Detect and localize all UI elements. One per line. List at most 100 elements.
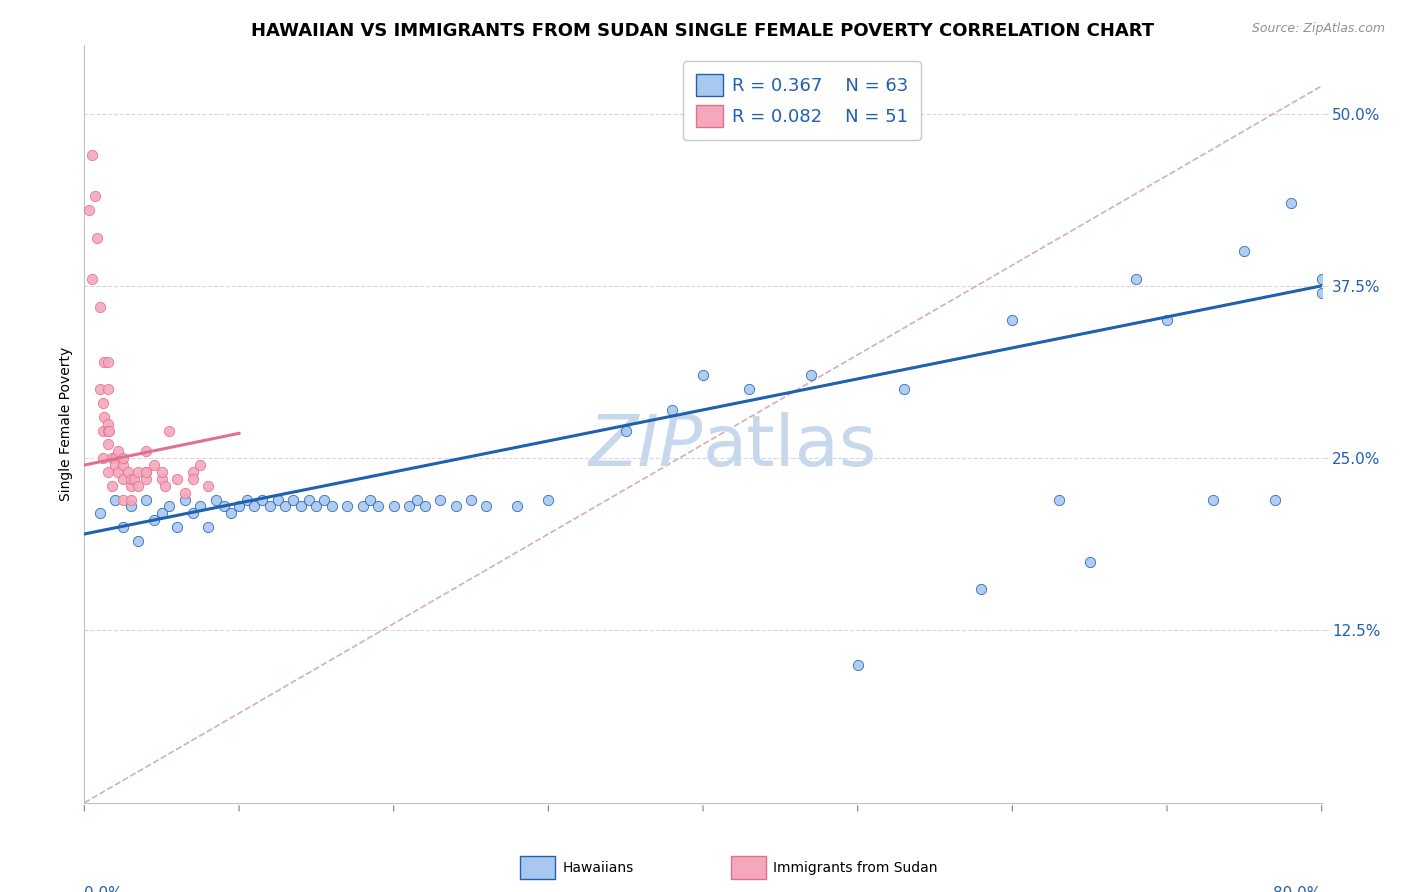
- Point: [120, 472, 142, 486]
- Point: [86, 230, 108, 244]
- Point: [1078, 555, 1101, 569]
- Point: [893, 382, 915, 396]
- Point: [93, 354, 115, 368]
- Point: [127, 465, 149, 479]
- Point: [614, 424, 637, 438]
- Point: [112, 492, 135, 507]
- Point: [98, 424, 121, 438]
- Point: [112, 472, 135, 486]
- Point: [197, 479, 219, 493]
- Point: [84, 189, 107, 203]
- Point: [150, 506, 173, 520]
- Point: [174, 492, 197, 507]
- Point: [96, 417, 118, 431]
- Point: [212, 500, 235, 514]
- Text: HAWAIIAN VS IMMIGRANTS FROM SUDAN SINGLE FEMALE POVERTY CORRELATION CHART: HAWAIIAN VS IMMIGRANTS FROM SUDAN SINGLE…: [252, 22, 1154, 40]
- Legend: R = 0.367    N = 63, R = 0.082    N = 51: R = 0.367 N = 63, R = 0.082 N = 51: [683, 62, 921, 139]
- Point: [117, 465, 139, 479]
- Text: Immigrants from Sudan: Immigrants from Sudan: [773, 861, 938, 875]
- Text: Source: ZipAtlas.com: Source: ZipAtlas.com: [1251, 22, 1385, 36]
- Point: [166, 520, 188, 534]
- Point: [297, 492, 319, 507]
- Point: [96, 465, 118, 479]
- Point: [166, 472, 188, 486]
- Point: [1001, 313, 1024, 327]
- Point: [1310, 272, 1333, 286]
- Point: [96, 424, 118, 438]
- Point: [120, 479, 142, 493]
- Point: [661, 403, 683, 417]
- Point: [352, 500, 374, 514]
- Point: [405, 492, 427, 507]
- Point: [321, 500, 343, 514]
- Point: [89, 382, 111, 396]
- Point: [159, 500, 180, 514]
- Point: [101, 479, 124, 493]
- Point: [120, 492, 142, 507]
- Point: [290, 500, 312, 514]
- Point: [305, 500, 328, 514]
- Point: [181, 465, 204, 479]
- Point: [367, 500, 389, 514]
- Point: [159, 424, 180, 438]
- Point: [112, 520, 135, 534]
- Point: [398, 500, 420, 514]
- Point: [197, 520, 219, 534]
- Point: [1125, 272, 1147, 286]
- Text: Hawaiians: Hawaiians: [562, 861, 634, 875]
- Point: [104, 451, 127, 466]
- Point: [135, 492, 157, 507]
- Point: [1264, 492, 1286, 507]
- Point: [104, 458, 127, 472]
- Point: [360, 492, 382, 507]
- Point: [188, 500, 211, 514]
- Point: [1310, 285, 1333, 300]
- Text: atlas: atlas: [703, 412, 877, 481]
- Point: [82, 148, 104, 162]
- Point: [91, 451, 114, 466]
- Text: 0.0%: 0.0%: [84, 886, 124, 892]
- Point: [135, 465, 157, 479]
- Point: [107, 444, 129, 458]
- Point: [444, 500, 467, 514]
- Point: [120, 500, 142, 514]
- Point: [1156, 313, 1178, 327]
- Point: [127, 533, 149, 548]
- Point: [281, 492, 305, 507]
- Point: [174, 485, 197, 500]
- Point: [77, 202, 100, 217]
- Point: [122, 472, 145, 486]
- Point: [188, 458, 211, 472]
- Point: [96, 354, 118, 368]
- Point: [692, 368, 714, 383]
- Point: [181, 506, 204, 520]
- Point: [150, 465, 173, 479]
- Point: [143, 513, 166, 527]
- Point: [127, 479, 149, 493]
- Point: [274, 500, 297, 514]
- Point: [150, 472, 173, 486]
- Point: [1279, 196, 1302, 211]
- Point: [243, 500, 266, 514]
- Point: [112, 451, 135, 466]
- Text: ZIP: ZIP: [589, 412, 703, 481]
- Point: [135, 465, 157, 479]
- Point: [537, 492, 560, 507]
- Point: [93, 409, 115, 424]
- Point: [382, 500, 405, 514]
- Point: [153, 479, 176, 493]
- Point: [235, 492, 259, 507]
- Point: [1202, 492, 1225, 507]
- Point: [112, 458, 135, 472]
- Point: [1233, 244, 1256, 259]
- Point: [475, 500, 498, 514]
- Point: [89, 300, 111, 314]
- Point: [82, 272, 104, 286]
- Point: [96, 437, 118, 451]
- Point: [250, 492, 273, 507]
- Point: [89, 506, 111, 520]
- Point: [205, 492, 228, 507]
- Point: [429, 492, 451, 507]
- Point: [104, 492, 127, 507]
- Point: [312, 492, 335, 507]
